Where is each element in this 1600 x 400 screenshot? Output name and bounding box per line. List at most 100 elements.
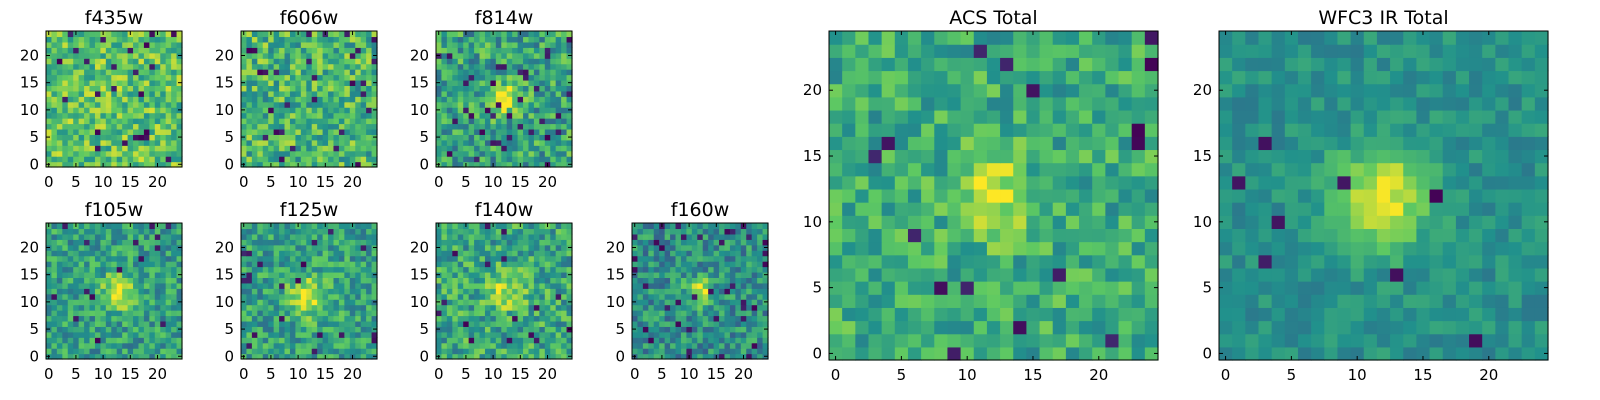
- pixel: [355, 47, 362, 54]
- pixel: [708, 353, 715, 360]
- pixel: [306, 90, 313, 97]
- pixel: [251, 118, 258, 125]
- pixel: [246, 271, 253, 278]
- pixel: [295, 320, 302, 327]
- pixel: [539, 348, 546, 355]
- pixel: [138, 277, 145, 284]
- pixel: [138, 145, 145, 152]
- pixel: [251, 85, 258, 92]
- pixel: [241, 288, 248, 295]
- pixel: [533, 293, 540, 300]
- pixel: [523, 342, 530, 349]
- pixel: [111, 139, 118, 146]
- pixel: [528, 239, 535, 246]
- pixel: [333, 31, 340, 38]
- pixel: [484, 255, 491, 262]
- pixel: [279, 271, 286, 278]
- pixel: [89, 79, 96, 86]
- pixel: [735, 271, 742, 278]
- pixel: [757, 342, 764, 349]
- pixel: [105, 250, 112, 257]
- pixel: [116, 58, 123, 65]
- pixel: [149, 255, 156, 262]
- pixel: [533, 58, 540, 65]
- y-tick-label: 5: [419, 320, 429, 338]
- pixel: [262, 101, 269, 108]
- pixel: [637, 250, 644, 257]
- pixel: [921, 281, 935, 295]
- pixel: [127, 134, 134, 141]
- pixel: [463, 47, 470, 54]
- pixel: [289, 161, 296, 168]
- pixel: [100, 85, 107, 92]
- pixel: [279, 123, 286, 130]
- pixel: [94, 90, 101, 97]
- y-tick-label: 15: [215, 74, 234, 92]
- pixel: [268, 331, 275, 338]
- pixel: [533, 315, 540, 322]
- pixel: [56, 41, 63, 48]
- pixel: [1144, 294, 1159, 308]
- pixel: [246, 36, 253, 43]
- pixel: [724, 228, 731, 235]
- pixel: [441, 244, 448, 251]
- pixel: [708, 342, 715, 349]
- pixel: [62, 266, 69, 273]
- pixel: [268, 52, 275, 59]
- pixel: [632, 315, 639, 322]
- pixel: [84, 79, 91, 86]
- pixel: [138, 353, 145, 360]
- pixel: [555, 74, 562, 81]
- pixel: [1079, 307, 1093, 322]
- pixel: [517, 139, 524, 146]
- pixel: [446, 36, 453, 43]
- pixel: [495, 161, 502, 168]
- pixel: [934, 162, 949, 177]
- pixel: [273, 134, 280, 141]
- pixel: [268, 266, 275, 273]
- pixel: [463, 326, 470, 333]
- pixel: [262, 315, 269, 322]
- pixel: [686, 261, 693, 268]
- pixel: [311, 266, 318, 273]
- pixel: [441, 331, 448, 338]
- pixel: [702, 223, 709, 230]
- pixel: [523, 337, 530, 344]
- pixel: [273, 150, 280, 157]
- pixel: [446, 123, 453, 130]
- pixel: [719, 244, 726, 251]
- pixel: [1039, 333, 1054, 348]
- pixel: [468, 304, 475, 311]
- pixel: [116, 348, 123, 355]
- pixel: [333, 277, 340, 284]
- pixel: [986, 188, 1001, 203]
- pixel: [322, 288, 329, 295]
- pixel: [757, 310, 764, 317]
- pixel: [176, 63, 183, 70]
- pixel: [523, 277, 530, 284]
- pixel: [257, 266, 264, 273]
- pixel: [317, 337, 324, 344]
- pixel: [680, 261, 687, 268]
- pixel: [1000, 307, 1014, 322]
- pixel: [338, 244, 345, 251]
- pixel: [360, 342, 367, 349]
- pixel: [149, 96, 156, 103]
- pixel: [544, 107, 551, 114]
- pixel: [300, 58, 307, 65]
- pixel: [528, 326, 535, 333]
- pixel: [51, 52, 58, 59]
- pixel: [648, 271, 655, 278]
- pixel: [284, 123, 291, 130]
- x-tick-label: 10: [94, 173, 113, 191]
- pixel: [724, 342, 731, 349]
- pixel: [133, 31, 140, 38]
- pixel: [105, 74, 112, 81]
- pixel: [441, 250, 448, 257]
- pixel: [868, 254, 883, 269]
- pixel: [868, 346, 883, 361]
- pixel: [659, 348, 666, 355]
- pixel: [632, 304, 639, 311]
- pixel: [154, 326, 161, 333]
- pixel: [268, 293, 275, 300]
